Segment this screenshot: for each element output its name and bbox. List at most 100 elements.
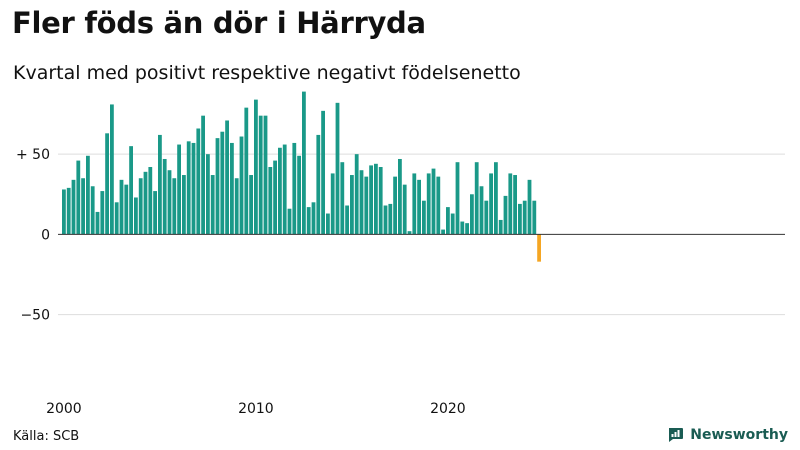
bar — [537, 234, 541, 262]
bar — [374, 163, 378, 235]
bar — [455, 162, 460, 235]
x-tick-label: 2010 — [238, 401, 274, 417]
bar — [470, 194, 474, 235]
chart-subtitle: Kvartal med positivt respektive negativt… — [13, 62, 521, 84]
bar — [95, 211, 100, 235]
bar — [503, 195, 508, 235]
bar — [508, 173, 513, 235]
bar — [110, 104, 114, 235]
bar — [431, 168, 436, 235]
bar — [494, 162, 498, 235]
bar — [292, 142, 297, 235]
y-tick-label: + 50 — [16, 147, 50, 163]
bar — [369, 165, 373, 235]
bar — [114, 202, 119, 235]
bar — [518, 203, 522, 235]
bar — [302, 91, 306, 235]
bar — [258, 115, 263, 235]
bar — [422, 200, 426, 235]
bar — [287, 208, 292, 235]
source-note: Källa: SCB — [13, 429, 80, 444]
bar — [316, 134, 321, 235]
bar — [268, 167, 273, 235]
bar — [364, 176, 369, 235]
bar — [321, 110, 325, 235]
bar — [210, 175, 215, 235]
bar — [177, 144, 181, 235]
bar — [234, 178, 239, 235]
bar — [71, 179, 76, 235]
bar — [100, 191, 105, 235]
newsworthy-logo-icon — [669, 428, 684, 442]
bar — [527, 179, 532, 235]
bar — [436, 176, 441, 235]
bar — [134, 197, 138, 235]
bar — [148, 167, 153, 235]
bar — [143, 171, 148, 235]
bar — [412, 173, 417, 235]
bar — [66, 187, 71, 235]
brand-name: Newsworthy — [690, 426, 788, 443]
bar — [124, 184, 129, 235]
bar — [484, 200, 489, 235]
bar — [441, 229, 445, 235]
bar — [297, 155, 301, 235]
bar — [273, 160, 277, 235]
bar — [138, 178, 143, 235]
bar — [153, 191, 157, 235]
bar — [330, 173, 335, 235]
bar — [282, 144, 287, 235]
bar — [172, 178, 177, 235]
bar — [220, 131, 225, 235]
brand-logo[interactable]: Newsworthy — [667, 426, 788, 443]
bars — [58, 91, 785, 262]
bar — [249, 175, 253, 235]
bar — [158, 134, 162, 235]
bar — [311, 202, 316, 235]
bar — [263, 115, 268, 235]
bar — [105, 133, 109, 235]
bar — [335, 102, 340, 235]
bar — [182, 175, 186, 235]
bar — [407, 231, 412, 235]
bar — [86, 155, 90, 235]
bar — [354, 154, 359, 235]
bar — [62, 189, 66, 235]
bar — [489, 173, 493, 235]
y-tick-label: 0 — [41, 227, 50, 243]
bar — [450, 213, 455, 235]
bar — [460, 221, 465, 235]
bar — [90, 186, 95, 235]
x-tick-label: 2020 — [430, 401, 466, 417]
bar — [345, 205, 349, 235]
bar — [393, 176, 397, 235]
bar — [191, 142, 196, 235]
bar — [306, 207, 311, 235]
bar — [278, 147, 282, 235]
bar — [350, 175, 354, 235]
bar — [398, 158, 402, 235]
chart-title: Fler föds än dör i Härryda — [12, 6, 426, 40]
bar — [426, 173, 431, 235]
bar — [359, 170, 364, 235]
bar — [498, 219, 503, 235]
bar — [532, 200, 537, 235]
bar — [76, 160, 81, 235]
bar — [201, 115, 205, 235]
bar — [230, 142, 234, 235]
bar — [513, 175, 517, 235]
bar — [129, 146, 133, 235]
bar — [474, 162, 479, 235]
axis-labels: + 50 0 −50 2000 2010 2020 — [16, 147, 466, 417]
bar — [383, 205, 388, 235]
bar — [378, 167, 383, 235]
bar — [81, 178, 85, 235]
bar — [254, 99, 258, 235]
bar — [239, 136, 244, 235]
bar — [162, 158, 167, 235]
bar — [186, 141, 191, 235]
bar — [402, 184, 407, 235]
bar — [206, 154, 210, 235]
bar — [479, 186, 484, 235]
